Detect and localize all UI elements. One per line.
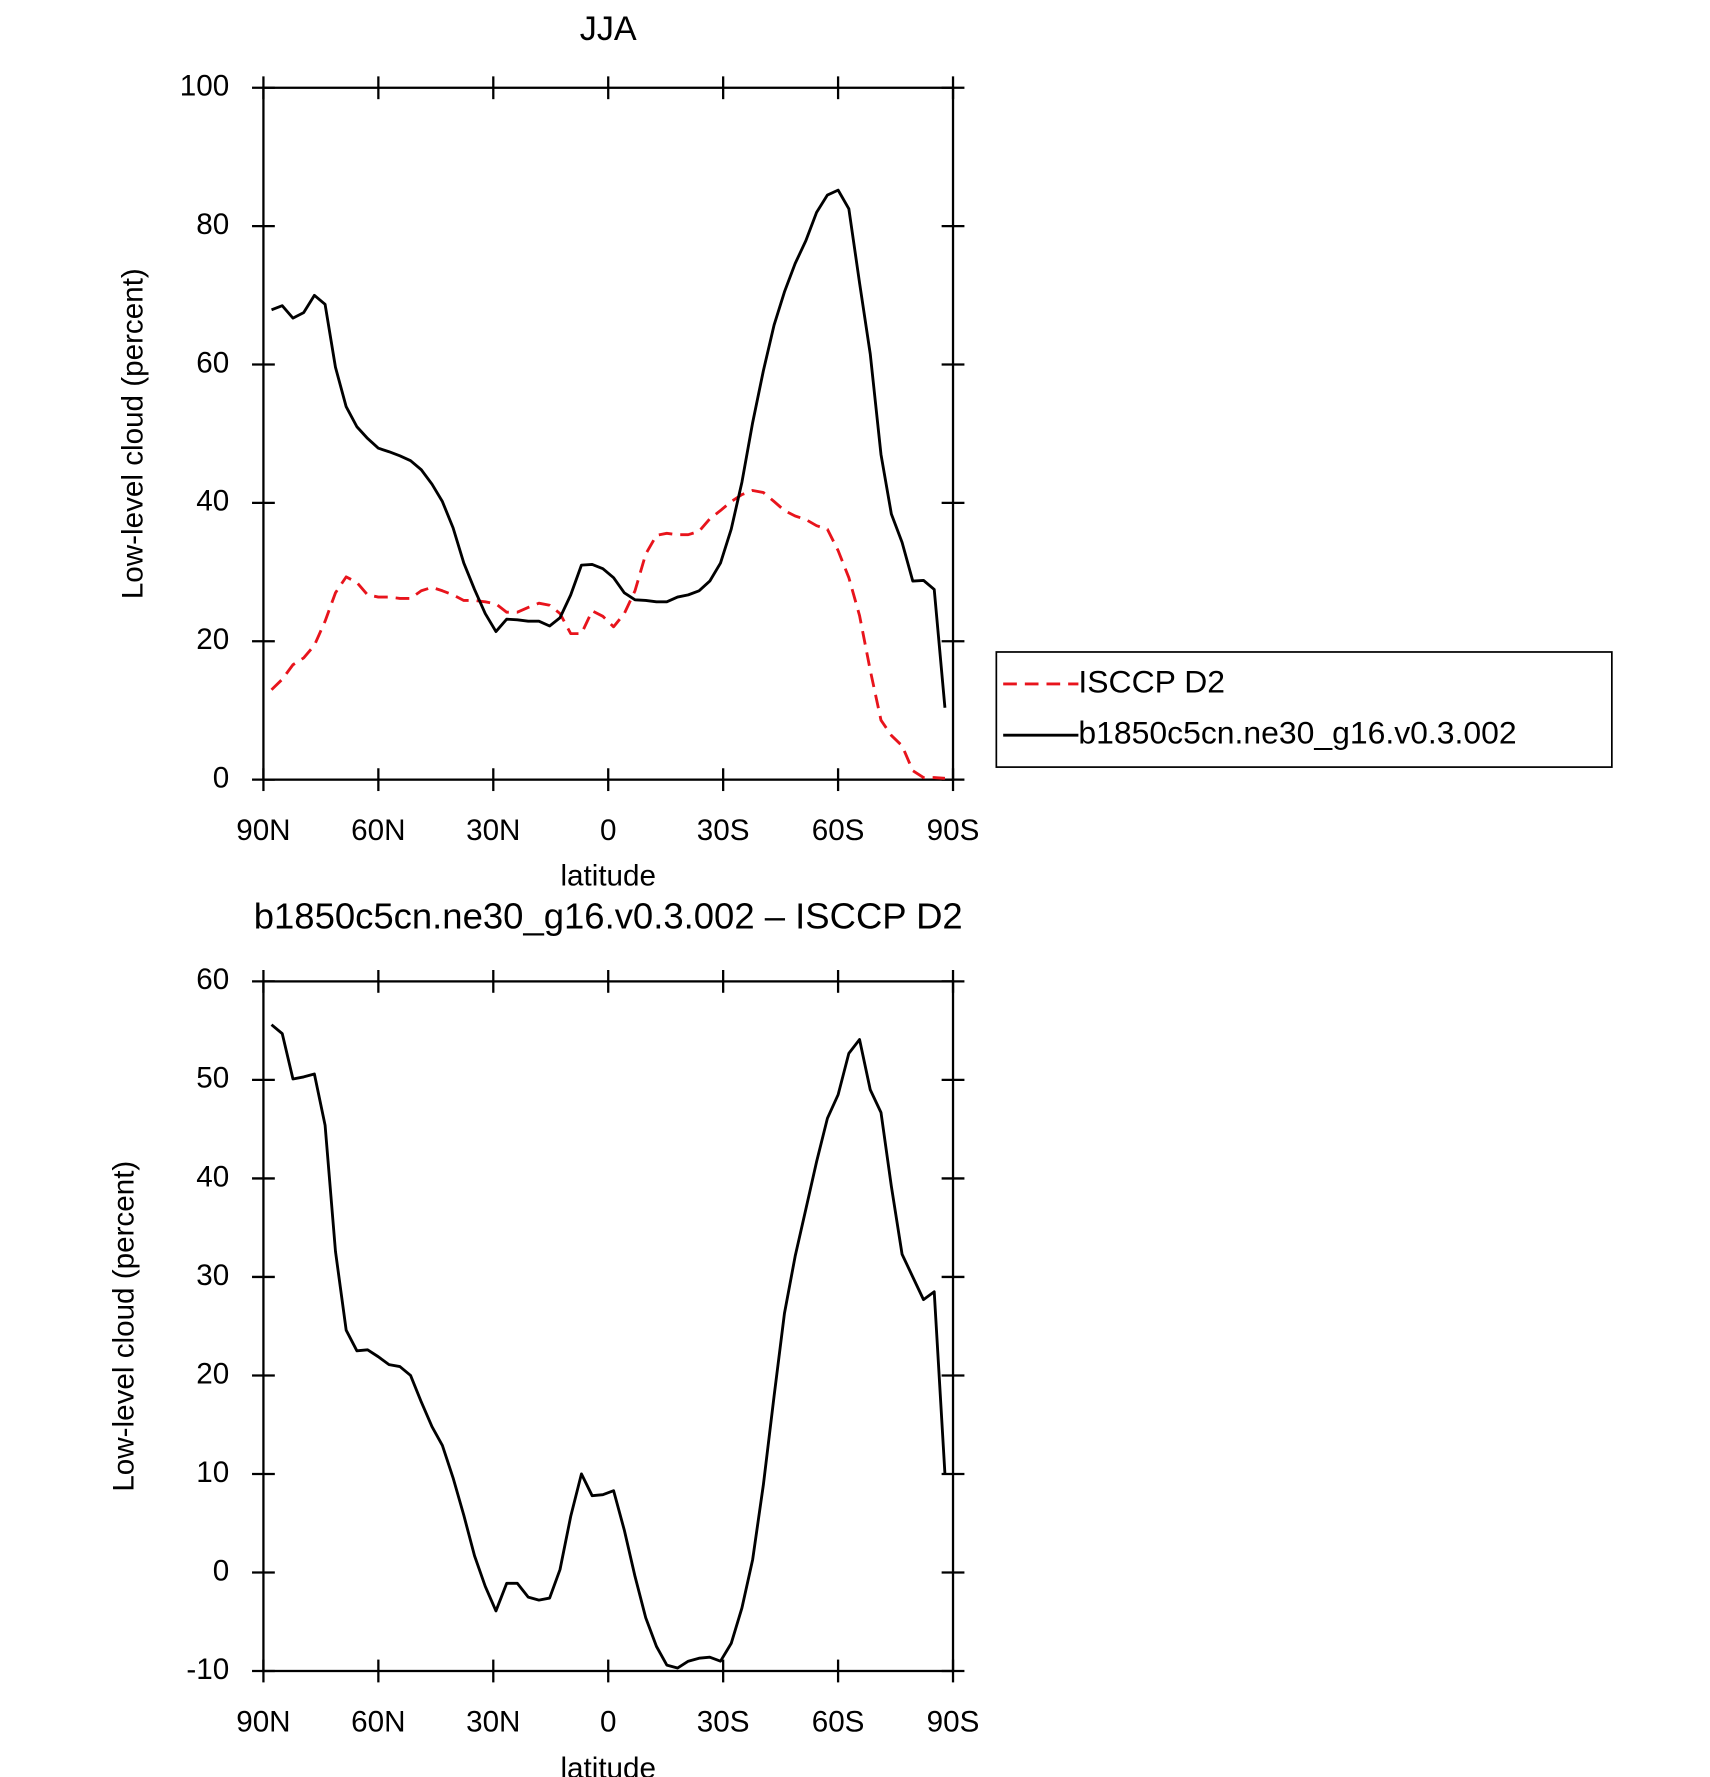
x-axis-label: latitude — [560, 1752, 656, 1777]
x-tick-label: 0 — [600, 1705, 616, 1738]
x-tick-label: 90S — [927, 1705, 980, 1738]
x-tick-label: 0 — [600, 814, 616, 847]
y-tick-label: 0 — [213, 1554, 229, 1587]
y-tick-label: 30 — [196, 1259, 229, 1292]
y-tick-label: 40 — [196, 1160, 229, 1193]
y-tick-label: 80 — [196, 208, 229, 241]
y-tick-label: 60 — [196, 346, 229, 379]
y-axis-label: Low-level cloud (percent) — [107, 1161, 140, 1492]
legend-label: ISCCP D2 — [1078, 663, 1225, 699]
plot-frame — [262, 86, 955, 781]
y-tick-label: 50 — [196, 1062, 229, 1095]
chart-title: b1850c5cn.ne30_g16.v0.3.002 – ISCCP D2 — [254, 895, 963, 936]
x-tick-label: 30S — [697, 1705, 750, 1738]
y-tick-label: -10 — [186, 1653, 229, 1686]
x-tick-label: 90N — [236, 814, 290, 847]
legend-box — [995, 651, 1613, 768]
data-line — [270, 1023, 947, 1670]
y-tick-label: 20 — [196, 623, 229, 656]
y-tick-label: 20 — [196, 1357, 229, 1390]
y-tick-label: 40 — [196, 485, 229, 518]
y-tick-label: 10 — [196, 1456, 229, 1489]
data-line — [271, 188, 947, 708]
y-axis-label: Low-level cloud (percent) — [116, 268, 149, 599]
x-tick-label: 90S — [927, 814, 980, 847]
x-tick-label: 60N — [351, 814, 405, 847]
data-line — [270, 489, 946, 780]
x-axis-label: latitude — [560, 859, 656, 892]
x-tick-label: 60S — [812, 1705, 865, 1738]
y-tick-label: 100 — [180, 70, 229, 103]
y-tick-label: 0 — [213, 761, 229, 794]
x-tick-label: 30N — [466, 1705, 520, 1738]
y-tick-label: 60 — [196, 963, 229, 996]
chart-title: JJA — [580, 10, 637, 48]
x-tick-label: 60N — [351, 1705, 405, 1738]
legend-label: b1850c5cn.ne30_g16.v0.3.002 — [1078, 715, 1516, 751]
plot-frame — [262, 980, 955, 1673]
legend: ISCCP D2 b1850c5cn.ne30_g16.v0.3.002 — [995, 651, 1613, 768]
x-tick-label: 90N — [236, 1705, 290, 1738]
x-tick-label: 30N — [466, 814, 520, 847]
x-tick-label: 30S — [697, 814, 750, 847]
x-tick-label: 60S — [812, 814, 865, 847]
